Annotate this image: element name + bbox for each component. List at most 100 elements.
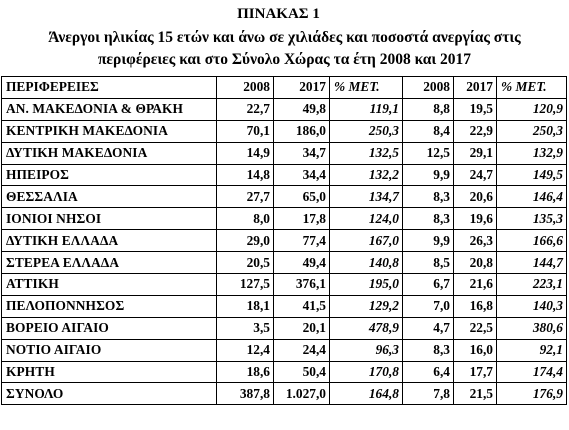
cell-unemployed-2008: 18,6 <box>216 360 274 384</box>
cell-rate-change: 144,7 <box>496 251 567 275</box>
cell-rate-2017: 29,1 <box>453 141 497 165</box>
table-row: ΝΟΤΙΟ ΑΙΓΑΙΟ 12,4 24,4 96,3 8,3 16,0 92,1 <box>1 338 567 362</box>
cell-unemployed-change: 250,3 <box>329 119 403 143</box>
cell-rate-2008: 7,0 <box>402 294 454 318</box>
cell-unemployed-change: 132,2 <box>329 163 403 187</box>
cell-rate-change: 149,5 <box>496 163 567 187</box>
cell-unemployed-2017: 41,5 <box>273 294 330 318</box>
cell-unemployed-change: 132,5 <box>329 141 403 165</box>
cell-rate-2017: 19,6 <box>453 207 497 231</box>
cell-unemployed-2008: 20,5 <box>216 251 274 275</box>
cell-rate-2017: 21,6 <box>453 273 497 296</box>
cell-unemployed-change: 140,8 <box>329 251 403 275</box>
cell-unemployed-change: 134,7 <box>329 185 403 209</box>
cell-unemployed-2008: 14,9 <box>216 141 274 165</box>
cell-rate-2017: 24,7 <box>453 163 497 187</box>
cell-rate-2017: 16,0 <box>453 338 497 362</box>
cell-unemployed-2008: 29,0 <box>216 229 274 253</box>
cell-unemployed-2008: 27,7 <box>216 185 274 209</box>
table-number-title: ΠΙΝΑΚΑΣ 1 <box>237 6 320 22</box>
cell-unemployed-2008: 22,7 <box>216 97 274 121</box>
cell-unemployed-2008: 8,0 <box>216 207 274 231</box>
header-unemployed-2008: 2008 <box>216 76 274 99</box>
cell-unemployed-2008: 3,5 <box>216 316 274 340</box>
cell-unemployed-2017: 376,1 <box>273 273 330 296</box>
cell-rate-change: 250,3 <box>496 119 567 143</box>
header-regions: ΠΕΡΙΦΕΡΕΙΕΣ <box>1 76 217 99</box>
cell-rate-change: 140,3 <box>496 294 567 318</box>
cell-rate-change: 223,1 <box>496 273 567 296</box>
cell-region: ΝΟΤΙΟ ΑΙΓΑΙΟ <box>1 338 217 362</box>
table-row: ΙΟΝΙΟΙ ΝΗΣΟΙ 8,0 17,8 124,0 8,3 19,6 135,3 <box>1 207 567 231</box>
cell-rate-2017: 20,6 <box>453 185 497 209</box>
cell-unemployed-2017: 49,8 <box>273 97 330 121</box>
cell-rate-change: 166,6 <box>496 229 567 253</box>
cell-rate-2008: 6,4 <box>402 360 454 384</box>
cell-rate-2008: 8,5 <box>402 251 454 275</box>
table-body: ΑΝ. ΜΑΚΕΔΟΝΙΑ & ΘΡΑΚΗ 22,7 49,8 119,1 8,8 19,… <box>1 97 567 406</box>
cell-unemployed-change: 129,2 <box>329 294 403 318</box>
table-total-row: ΣΥΝΟΛΟ 387,8 1.027,0 164,8 7,8 21,5 176,9 <box>1 382 567 406</box>
cell-unemployed-2008: 387,8 <box>216 382 274 406</box>
cell-rate-2017: 19,5 <box>453 97 497 121</box>
cell-region: ΗΠΕΙΡΟΣ <box>1 163 217 187</box>
cell-rate-2017: 20,8 <box>453 251 497 275</box>
header-rate-2017: 2017 <box>453 76 497 99</box>
cell-unemployed-2017: 1.027,0 <box>273 382 330 406</box>
cell-unemployed-change: 478,9 <box>329 316 403 340</box>
cell-unemployed-change: 170,8 <box>329 360 403 384</box>
cell-unemployed-2017: 186,0 <box>273 119 330 143</box>
cell-unemployed-2017: 77,4 <box>273 229 330 253</box>
cell-rate-2008: 6,7 <box>402 273 454 296</box>
header-rate-change: % ΜΕΤ. <box>496 76 567 99</box>
cell-rate-change: 146,4 <box>496 185 567 209</box>
cell-region: ΚΡΗΤΗ <box>1 360 217 384</box>
cell-unemployed-2017: 49,4 <box>273 251 330 275</box>
table-row: ΠΕΛΟΠΟΝΝΗΣΟΣ 18,1 41,5 129,2 7,0 16,8 140,3 <box>1 294 567 318</box>
cell-region: ΑΤΤΙΚΗ <box>1 273 217 296</box>
cell-unemployed-2008: 18,1 <box>216 294 274 318</box>
cell-rate-change: 176,9 <box>496 382 567 406</box>
cell-rate-2008: 12,5 <box>402 141 454 165</box>
cell-rate-2008: 8,3 <box>402 207 454 231</box>
table-row: ΑΝ. ΜΑΚΕΔΟΝΙΑ & ΘΡΑΚΗ 22,7 49,8 119,1 8,8 19,… <box>1 97 567 121</box>
cell-unemployed-change: 119,1 <box>329 97 403 121</box>
header-unemployed-2017: 2017 <box>273 76 330 99</box>
table-row: ΚΕΝΤΡΙΚΗ ΜΑΚΕΔΟΝΙΑ 70,1 186,0 250,3 8,4 22,9 2… <box>1 119 567 143</box>
header-rate-2008: 2008 <box>402 76 454 99</box>
cell-unemployed-2017: 24,4 <box>273 338 330 362</box>
cell-rate-2017: 16,8 <box>453 294 497 318</box>
cell-region: ΠΕΛΟΠΟΝΝΗΣΟΣ <box>1 294 217 318</box>
table-row: ΑΤΤΙΚΗ 127,5 376,1 195,0 6,7 21,6 223,1 <box>1 273 567 296</box>
cell-rate-2017: 17,7 <box>453 360 497 384</box>
cell-rate-2017: 21,5 <box>453 382 497 406</box>
cell-rate-2017: 22,5 <box>453 316 497 340</box>
cell-region: ΑΝ. ΜΑΚΕΔΟΝΙΑ & ΘΡΑΚΗ <box>1 97 217 121</box>
cell-rate-change: 92,1 <box>496 338 567 362</box>
cell-unemployed-change: 96,3 <box>329 338 403 362</box>
header-unemployed-change: % ΜΕΤ. <box>329 76 403 99</box>
cell-unemployed-change: 167,0 <box>329 229 403 253</box>
cell-unemployed-2008: 12,4 <box>216 338 274 362</box>
table-row: ΔΥΤΙΚΗ ΕΛΛΑΔΑ 29,0 77,4 167,0 9,9 26,3 166,6 <box>1 229 567 253</box>
cell-rate-2008: 8,8 <box>402 97 454 121</box>
cell-unemployed-2008: 14,8 <box>216 163 274 187</box>
table-row: ΚΡΗΤΗ 18,6 50,4 170,8 6,4 17,7 174,4 <box>1 360 567 384</box>
cell-rate-2008: 9,9 <box>402 229 454 253</box>
cell-rate-2008: 4,7 <box>402 316 454 340</box>
cell-region: ΘΕΣΣΑΛΙΑ <box>1 185 217 209</box>
cell-unemployed-2017: 20,1 <box>273 316 330 340</box>
cell-rate-change: 132,9 <box>496 141 567 165</box>
cell-rate-2008: 9,9 <box>402 163 454 187</box>
cell-unemployed-2017: 34,7 <box>273 141 330 165</box>
cell-rate-2008: 8,4 <box>402 119 454 143</box>
table-row: ΔΥΤΙΚΗ ΜΑΚΕΔΟΝΙΑ 14,9 34,7 132,5 12,5 29,1 132… <box>1 141 567 165</box>
cell-rate-2017: 22,9 <box>453 119 497 143</box>
cell-rate-change: 380,6 <box>496 316 567 340</box>
cell-unemployed-2017: 34,4 <box>273 163 330 187</box>
table-row: ΗΠΕΙΡΟΣ 14,8 34,4 132,2 9,9 24,7 149,5 <box>1 163 567 187</box>
cell-region: ΔΥΤΙΚΗ ΕΛΛΑΔΑ <box>1 229 217 253</box>
cell-rate-2017: 26,3 <box>453 229 497 253</box>
cell-rate-change: 135,3 <box>496 207 567 231</box>
cell-unemployed-2008: 70,1 <box>216 119 274 143</box>
